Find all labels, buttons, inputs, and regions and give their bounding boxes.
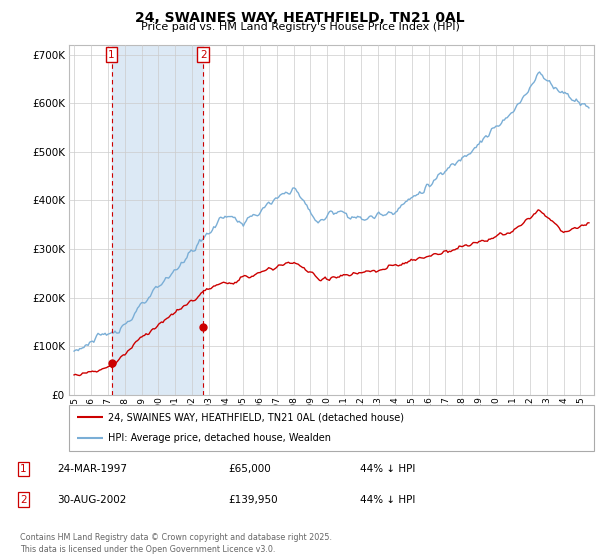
Text: 24-MAR-1997: 24-MAR-1997 [57, 464, 127, 474]
Text: 2: 2 [200, 49, 206, 59]
Bar [112, 45, 203, 395]
Text: 24, SWAINES WAY, HEATHFIELD, TN21 0AL (detached house): 24, SWAINES WAY, HEATHFIELD, TN21 0AL (d… [109, 412, 404, 422]
Text: Contains HM Land Registry data © Crown copyright and database right 2025.
This d: Contains HM Land Registry data © Crown c… [20, 533, 332, 554]
Text: 1: 1 [108, 49, 115, 59]
Text: £139,950: £139,950 [228, 494, 278, 505]
Text: Price paid vs. HM Land Registry's House Price Index (HPI): Price paid vs. HM Land Registry's House … [140, 22, 460, 32]
Text: £65,000: £65,000 [228, 464, 271, 474]
Text: 2: 2 [20, 494, 26, 505]
Text: 44% ↓ HPI: 44% ↓ HPI [360, 464, 415, 474]
Text: HPI: Average price, detached house, Wealden: HPI: Average price, detached house, Weal… [109, 433, 331, 444]
Text: 30-AUG-2002: 30-AUG-2002 [57, 494, 127, 505]
Text: 24, SWAINES WAY, HEATHFIELD, TN21 0AL: 24, SWAINES WAY, HEATHFIELD, TN21 0AL [135, 11, 465, 25]
FancyBboxPatch shape [69, 405, 594, 451]
Text: 44% ↓ HPI: 44% ↓ HPI [360, 494, 415, 505]
Text: 1: 1 [20, 464, 26, 474]
